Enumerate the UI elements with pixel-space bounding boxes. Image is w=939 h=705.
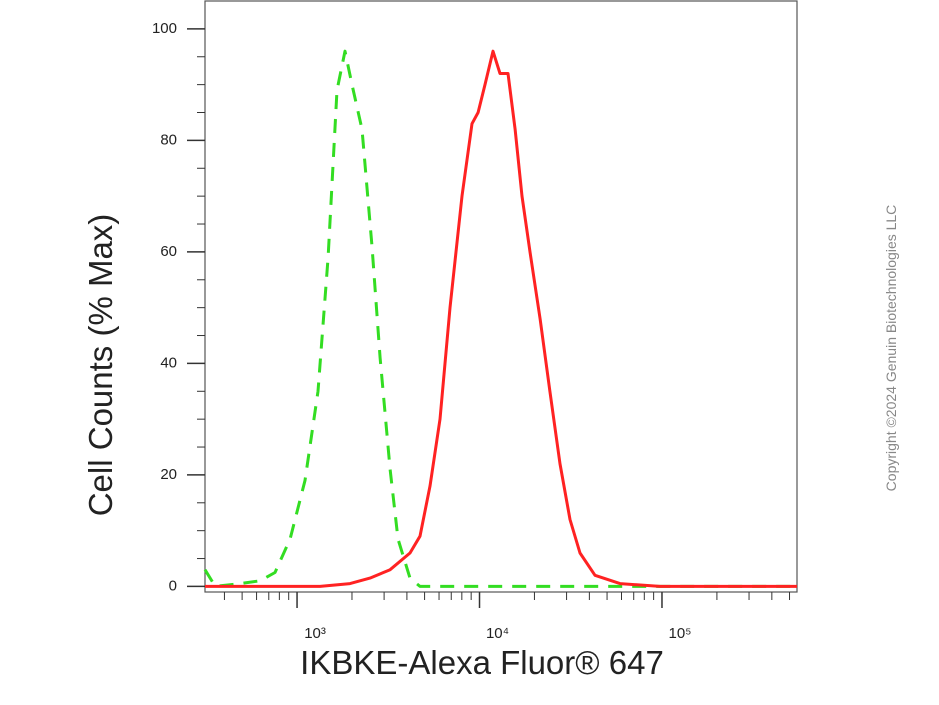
x-tick-label: 10³	[304, 625, 326, 642]
y-tick-label: 20	[160, 466, 177, 483]
x-tick-label: 10⁵	[669, 625, 692, 642]
x-tick-label: 10⁴	[486, 625, 509, 642]
y-tick-label: 40	[160, 354, 177, 371]
histogram-line	[203, 49, 797, 588]
histogram-line	[205, 49, 797, 588]
y-tick-label: 80	[160, 131, 177, 148]
y-tick-label: 0	[169, 577, 177, 594]
y-tick-label: 100	[152, 20, 177, 37]
y-tick-label: 60	[160, 243, 177, 260]
y-axis-label: Cell Counts (% Max)	[82, 214, 119, 517]
plot-frame	[204, 0, 798, 593]
x-axis-label: IKBKE-Alexa Fluor® 647	[300, 644, 664, 681]
copyright: Copyright ©2024 Genuin Biotechnologies L…	[883, 205, 899, 492]
